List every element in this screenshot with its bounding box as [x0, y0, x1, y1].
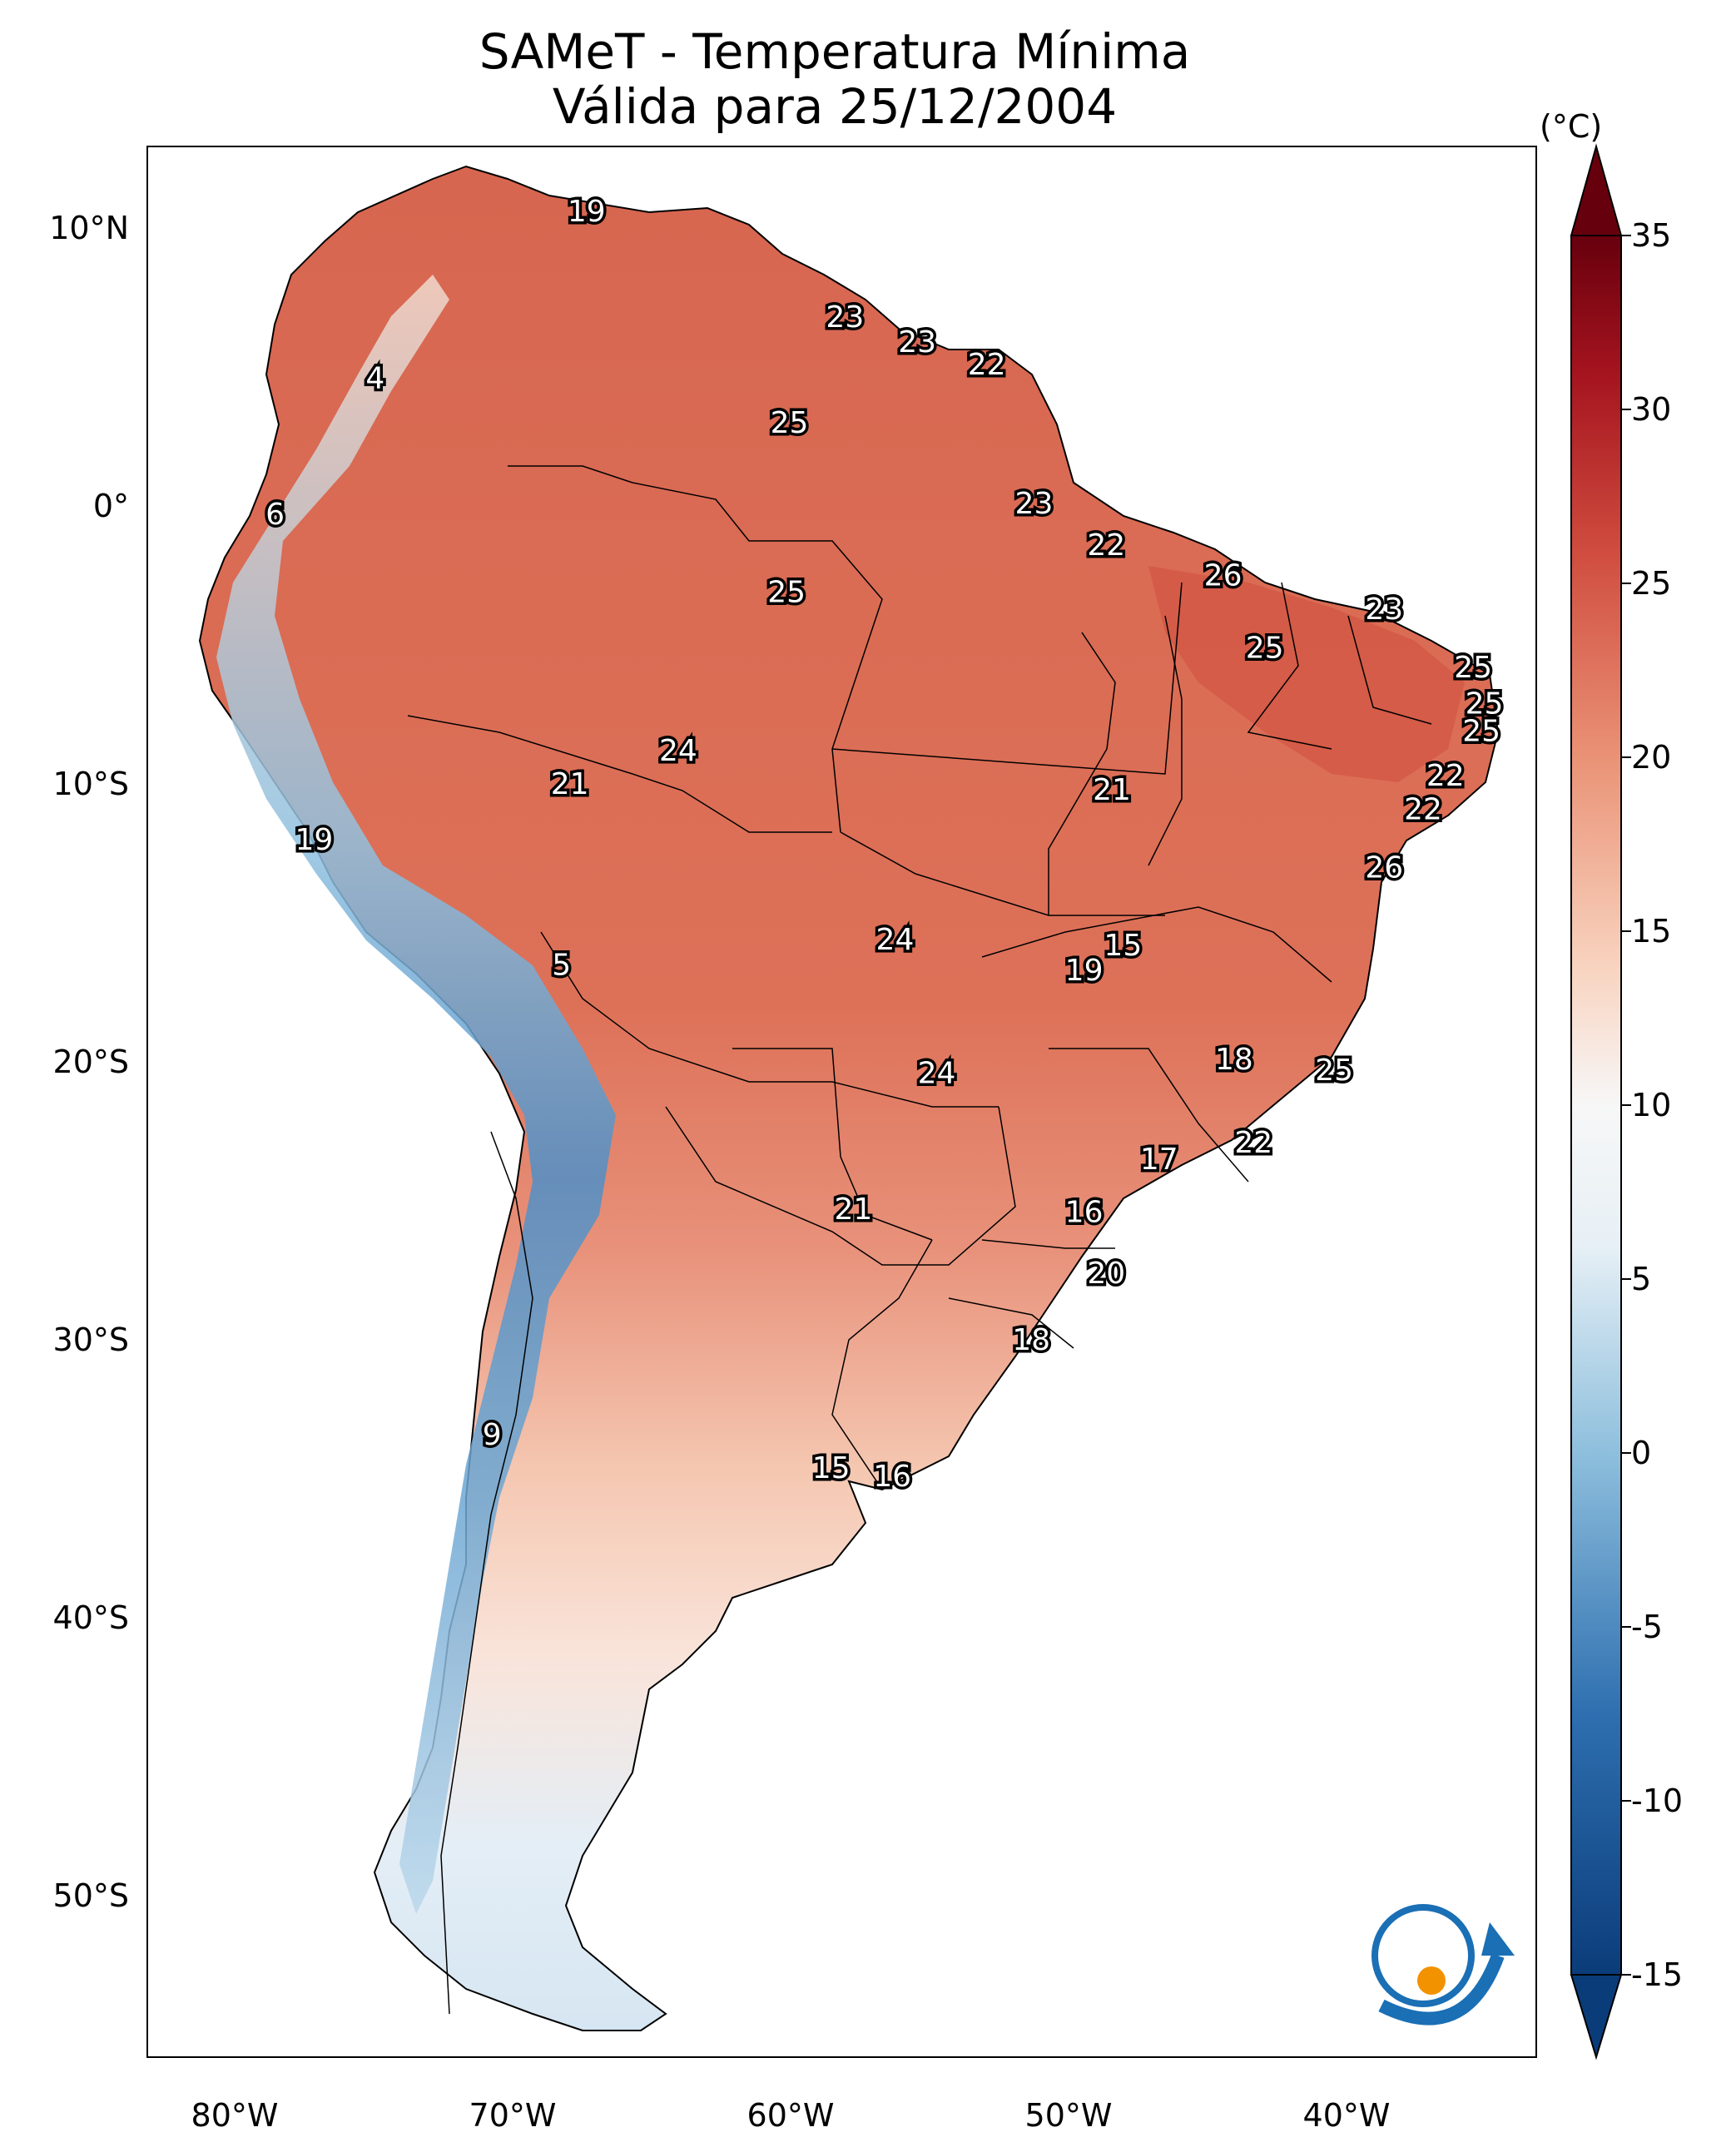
colorbar-tick-label: 15 — [1631, 913, 1672, 950]
temperature-label: 25 — [771, 406, 809, 440]
temperature-label: 22 — [1234, 1126, 1272, 1160]
temperature-label: 21 — [834, 1193, 872, 1227]
temperature-label: 25 — [767, 576, 806, 610]
temperature-label: 25 — [1315, 1054, 1353, 1088]
colorbar — [1570, 143, 1631, 2060]
colorbar-unit: (°C) — [1540, 108, 1603, 145]
northeast-warm-region — [1148, 566, 1465, 782]
temperature-label: 6 — [265, 498, 285, 532]
temperature-label: 25 — [1462, 715, 1500, 749]
temperature-label: 15 — [812, 1451, 851, 1485]
temperature-label: 18 — [1012, 1323, 1050, 1357]
lat-tick-10n: 10°N — [49, 210, 129, 246]
temperature-label: 20 — [1087, 1257, 1125, 1291]
temperature-label: 23 — [1365, 593, 1403, 627]
colorbar-tick-label: -5 — [1631, 1609, 1663, 1645]
colorbar-tick-label: 10 — [1631, 1087, 1672, 1123]
temperature-label: 25 — [1246, 632, 1284, 666]
temperature-label: 4 — [365, 362, 384, 396]
temperature-label: 21 — [551, 767, 589, 801]
temperature-label: 9 — [483, 1418, 502, 1452]
lon-tick-50w: 50°W — [1024, 2097, 1113, 2134]
temperature-label: 15 — [1104, 929, 1142, 963]
map-title: SAMeT - Temperatura Mínima — [479, 23, 1191, 80]
lat-tick-0: 0° — [92, 488, 129, 524]
temperature-label: 22 — [1404, 792, 1442, 826]
temperature-label: 24 — [659, 734, 697, 768]
colorbar-tick-label: 20 — [1631, 739, 1672, 776]
temperature-label: 16 — [1065, 1196, 1104, 1230]
colorbar-tick-label: 25 — [1631, 565, 1672, 602]
lat-tick-10s: 10°S — [52, 766, 129, 802]
lon-tick-40w: 40°W — [1302, 2097, 1391, 2134]
temperature-label: 5 — [552, 948, 571, 982]
lon-tick-60w: 60°W — [746, 2097, 835, 2134]
colorbar-tick-label: 35 — [1631, 217, 1672, 254]
temperature-label: 25 — [1454, 651, 1492, 685]
map-subtitle: Válida para 25/12/2004 — [552, 78, 1118, 135]
colorbar-tick-label: -10 — [1631, 1783, 1684, 1819]
temperature-label: 26 — [1204, 559, 1242, 593]
colorbar-tick-label: 0 — [1631, 1435, 1652, 1471]
temperature-label: 24 — [918, 1057, 956, 1091]
lat-tick-20s: 20°S — [52, 1044, 129, 1080]
temperature-label: 26 — [1365, 850, 1403, 885]
temperature-label: 23 — [898, 325, 936, 359]
temperature-label: 22 — [1426, 759, 1465, 793]
temperature-label: 23 — [1015, 487, 1054, 521]
temperature-label: 19 — [568, 195, 606, 229]
political-borders — [407, 465, 1432, 2015]
temperature-label: 23 — [826, 300, 864, 335]
inpe-logo-icon — [1371, 1904, 1515, 2026]
temperature-label: 18 — [1215, 1043, 1253, 1077]
temperature-label: 22 — [968, 348, 1006, 382]
colorbar-tick-label: 5 — [1631, 1261, 1652, 1297]
lon-tick-70w: 70°W — [469, 2097, 557, 2134]
andes-cold-band — [216, 275, 616, 1914]
temperature-label: 22 — [1087, 528, 1125, 563]
lon-tick-80w: 80°W — [191, 2097, 279, 2134]
temperature-label: 19 — [295, 823, 333, 857]
temperature-label: 25 — [1466, 687, 1504, 721]
lat-tick-30s: 30°S — [52, 1321, 129, 1358]
lat-tick-40s: 40°S — [52, 1599, 129, 1636]
colorbar-tick-label: 30 — [1631, 391, 1672, 428]
temperature-label: 16 — [873, 1460, 911, 1494]
temperature-label: 21 — [1093, 773, 1131, 807]
temperature-label: 24 — [876, 923, 915, 957]
temperature-label: 17 — [1140, 1143, 1178, 1177]
colorbar-tick-label: -15 — [1631, 1956, 1684, 1993]
temperature-label: 19 — [1065, 954, 1104, 988]
lat-tick-50s: 50°S — [52, 1877, 129, 1914]
